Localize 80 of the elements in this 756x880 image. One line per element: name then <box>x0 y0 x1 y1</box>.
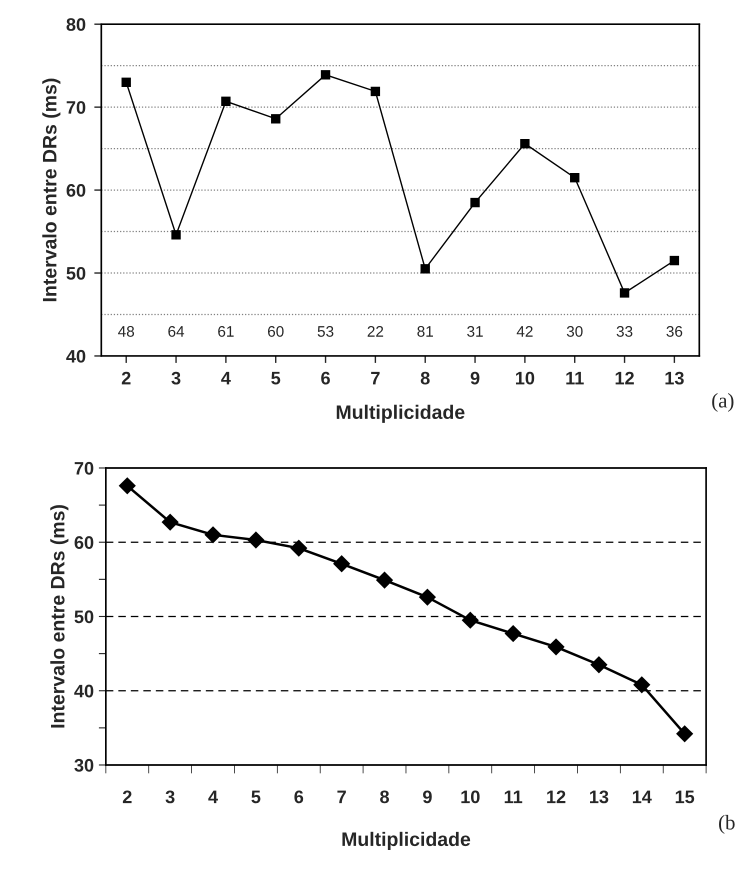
x-tick-label: 5 <box>251 790 260 804</box>
x-tick-label: 4 <box>208 790 218 804</box>
x-tick-label: 11 <box>566 372 584 384</box>
point <box>504 625 522 642</box>
x-tick-label: 6 <box>294 790 304 804</box>
point <box>204 526 222 544</box>
text: (b <box>719 814 735 834</box>
x-tick-label: 12 <box>616 372 634 384</box>
y-tick-label: 40 <box>74 684 94 698</box>
x-tick-label: 9 <box>423 790 432 804</box>
point <box>548 638 564 656</box>
annotation: 60 <box>268 326 284 337</box>
x-tick-label: 4 <box>221 372 231 384</box>
annotation: 22 <box>368 326 384 337</box>
annotation: 42 <box>516 326 533 337</box>
x-axis-title: Multiplicidade <box>342 832 470 850</box>
point <box>118 477 136 494</box>
text: (a) <box>712 392 734 412</box>
x-tick-label: 7 <box>371 372 380 384</box>
x-tick-label: 10 <box>461 790 480 804</box>
point <box>570 172 580 182</box>
x-tick-label: 14 <box>632 790 652 804</box>
point <box>419 588 436 606</box>
point <box>376 572 393 588</box>
point <box>320 70 330 80</box>
point <box>162 514 179 531</box>
x-tick-label: 7 <box>337 790 346 804</box>
annotation: 31 <box>467 326 483 337</box>
point <box>171 230 181 240</box>
point <box>333 555 350 572</box>
x-tick-label: 8 <box>420 372 430 384</box>
point <box>520 138 530 148</box>
annotation: 36 <box>666 326 682 337</box>
x-tick-label: 5 <box>271 372 280 384</box>
point <box>633 676 650 694</box>
x-tick-label: 2 <box>122 790 132 804</box>
y-axis-title: Intervalo entre DRs (ms) <box>50 505 68 728</box>
annotation: 48 <box>118 326 134 337</box>
x-tick-label: 11 <box>504 790 522 804</box>
point <box>620 288 630 298</box>
y-axis-title: Intervalo entre DRs (ms) <box>42 78 60 302</box>
point <box>420 264 430 274</box>
point <box>670 256 680 266</box>
annotation: 61 <box>218 326 234 337</box>
annotation: 33 <box>616 326 632 337</box>
annotation: 30 <box>566 326 583 337</box>
y-tick-label: 60 <box>66 184 86 197</box>
point <box>122 78 131 87</box>
point <box>462 612 479 629</box>
point <box>370 86 380 96</box>
annotation: 81 <box>417 326 433 337</box>
point <box>290 540 308 557</box>
x-tick-label: 9 <box>470 372 480 384</box>
x-tick-label: 13 <box>665 372 684 385</box>
y-tick-label: 50 <box>74 610 94 624</box>
annotation: 53 <box>318 326 334 337</box>
y-tick-label: 60 <box>74 536 94 549</box>
x-tick-label: 2 <box>122 372 131 384</box>
point <box>676 725 694 742</box>
x-tick-label: 15 <box>676 790 694 804</box>
y-tick-label: 50 <box>66 266 86 280</box>
point <box>590 656 608 674</box>
point <box>470 198 480 208</box>
y-tick-label: 30 <box>74 758 94 772</box>
x-tick-label: 3 <box>171 372 180 385</box>
x-tick-label: 13 <box>590 790 608 804</box>
x-tick-label: 12 <box>547 790 566 804</box>
annotation: 64 <box>168 326 184 337</box>
x-tick-label: 3 <box>166 790 175 804</box>
y-tick-label: 40 <box>66 350 86 363</box>
x-tick-label: 8 <box>380 790 389 804</box>
y-tick-label: 70 <box>66 101 86 114</box>
y-tick-label: 70 <box>74 462 94 475</box>
point <box>221 96 231 106</box>
x-tick-label: 10 <box>516 372 534 384</box>
x-tick-label: 6 <box>321 372 330 384</box>
point <box>271 114 280 124</box>
y-tick-label: 80 <box>66 18 86 31</box>
x-axis-title: Multiplicidade <box>336 404 464 423</box>
point <box>248 532 264 548</box>
